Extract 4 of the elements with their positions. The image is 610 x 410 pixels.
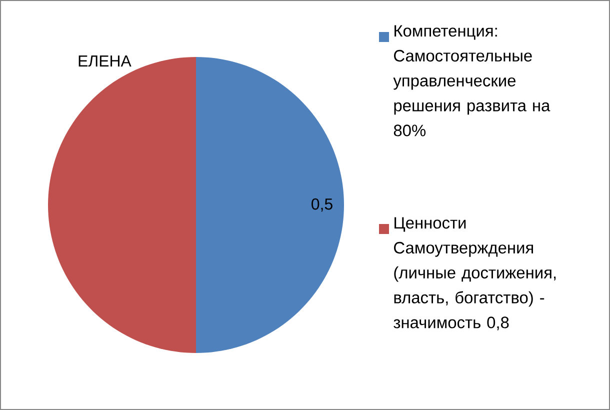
- data-label: 0,5: [312, 198, 332, 212]
- legend-label: Компетенция: Самостоятельные управленческие решения развита на 80%: [393, 25, 550, 136]
- text: ЕЛЕНА: [78, 56, 132, 67]
- legend-label: Ценности Самоутверждения (личные достижения, власть, богатство) - значимость 0,8: [394, 217, 556, 330]
